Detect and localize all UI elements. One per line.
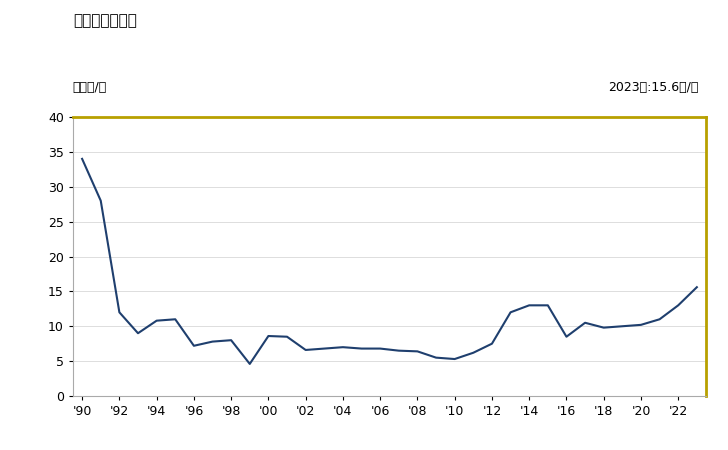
Text: 単位円/本: 単位円/本 [73,81,107,94]
Text: 2023年:15.6円/本: 2023年:15.6円/本 [609,81,699,94]
Text: 輸入価格の推移: 輸入価格の推移 [73,14,137,28]
